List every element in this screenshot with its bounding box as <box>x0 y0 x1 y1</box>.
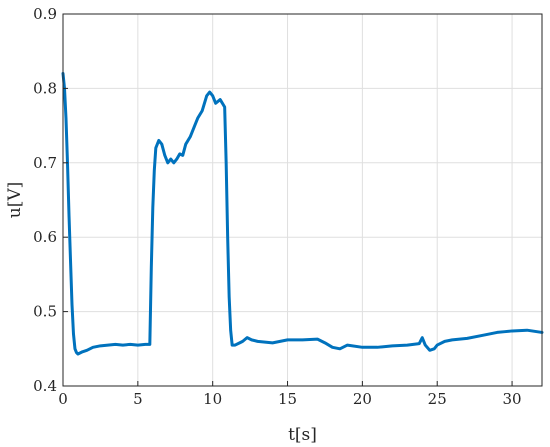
y-tick-label: 0.8 <box>33 79 57 97</box>
x-axis-label: t[s] <box>288 425 317 445</box>
series-line <box>61 72 544 356</box>
x-tick-label: 15 <box>278 390 297 408</box>
x-tick-label: 30 <box>503 390 522 408</box>
y-tick-label: 0.9 <box>33 5 57 23</box>
plot-area <box>61 72 544 356</box>
y-tick-label: 0.7 <box>33 154 57 172</box>
y-tick-label: 0.5 <box>33 303 57 321</box>
x-tick-label: 25 <box>428 390 447 408</box>
y-axis-label: u[V] <box>5 182 25 219</box>
x-tick-label: 5 <box>133 390 143 408</box>
axes-box <box>62 13 543 387</box>
x-tick-label: 20 <box>353 390 372 408</box>
y-tick-label: 0.4 <box>33 377 57 395</box>
ticks: 0 5 10 15 20 25 30 0.4 0.5 0.6 0.7 0.8 0.9 <box>33 5 521 408</box>
y-tick-label: 0.6 <box>33 228 57 246</box>
x-tick-label: 10 <box>203 390 222 408</box>
x-tick-label: 0 <box>58 390 68 408</box>
